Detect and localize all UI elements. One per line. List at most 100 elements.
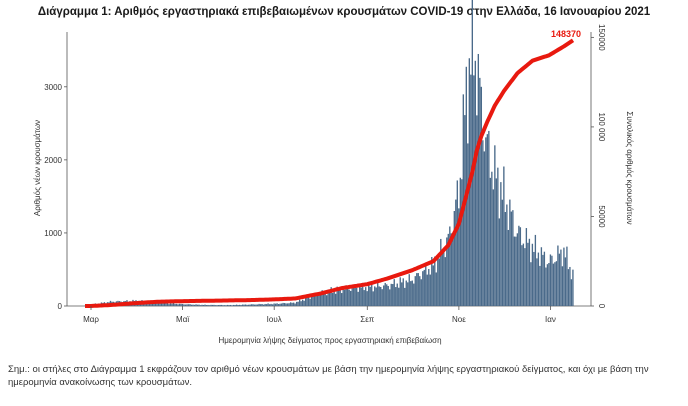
daily-cases-bar (363, 290, 365, 306)
daily-cases-bar (294, 303, 296, 306)
daily-cases-bar (219, 304, 221, 306)
daily-cases-bar (357, 291, 359, 306)
daily-cases-bar (452, 233, 454, 306)
daily-cases-bar (374, 286, 376, 306)
daily-cases-bar (485, 137, 487, 306)
daily-cases-bar (271, 304, 274, 306)
daily-cases-bar (341, 293, 343, 306)
daily-cases-bar (285, 303, 287, 306)
y2-tick-label: 100 000 (597, 112, 606, 141)
daily-cases-bar (542, 254, 544, 306)
bars-layer (84, 0, 574, 307)
daily-cases-bar (350, 290, 352, 306)
daily-cases-bar (162, 303, 164, 306)
daily-cases-bar (495, 178, 498, 306)
daily-cases-bar (313, 293, 316, 306)
daily-cases-bar (193, 304, 196, 306)
y2-tick-label: 0 (597, 304, 606, 309)
daily-cases-bar (157, 302, 160, 306)
daily-cases-bar (552, 263, 555, 306)
daily-cases-bar (399, 277, 401, 306)
daily-cases-bar (291, 302, 293, 306)
daily-cases-bar (156, 302, 158, 306)
daily-cases-bar (338, 289, 340, 306)
daily-cases-bar (207, 304, 209, 306)
y2-axis-label: Συνολικός αριθμός κρουσμάτων (625, 111, 634, 224)
daily-cases-bar (208, 305, 211, 306)
daily-cases-bar (306, 297, 308, 306)
daily-cases-bar (276, 303, 278, 306)
daily-cases-bar (429, 274, 431, 306)
daily-cases-bar (258, 303, 260, 306)
daily-cases-bar (252, 304, 254, 306)
daily-cases-bar (353, 285, 355, 306)
daily-cases-bar (390, 283, 392, 306)
daily-cases-bar (396, 283, 398, 306)
daily-cases-bar (204, 304, 206, 306)
daily-cases-bar (443, 248, 445, 306)
daily-cases-bar (186, 304, 188, 306)
daily-cases-bar (555, 261, 558, 306)
daily-cases-bar (189, 304, 191, 306)
daily-cases-bar (225, 305, 227, 306)
daily-cases-bar (476, 115, 478, 307)
daily-cases-bar (244, 304, 247, 306)
daily-cases-bar (335, 293, 337, 306)
daily-cases-bar (569, 266, 571, 306)
daily-cases-bar (471, 0, 473, 307)
daily-cases-bar (295, 301, 298, 306)
daily-cases-bar (465, 66, 467, 306)
daily-cases-bar (324, 291, 326, 306)
daily-cases-bar (292, 302, 295, 306)
daily-cases-bar (410, 281, 412, 306)
daily-cases-bar (521, 245, 523, 306)
daily-cases-bar (253, 304, 256, 306)
daily-cases-bar (566, 246, 568, 306)
daily-cases-bar (183, 304, 185, 306)
daily-cases-bar (333, 290, 335, 306)
daily-cases-bar (437, 255, 439, 306)
daily-cases-bar (558, 253, 561, 306)
daily-cases-bar (401, 282, 403, 306)
daily-cases-bar (169, 303, 172, 306)
y-tick-label: 3000 (44, 83, 62, 92)
daily-cases-bar (431, 257, 433, 306)
daily-cases-bar (414, 276, 416, 306)
daily-cases-bar (231, 305, 233, 306)
daily-cases-bar (440, 238, 442, 306)
daily-cases-bar (509, 199, 511, 306)
daily-cases-bar (404, 287, 406, 306)
daily-cases-bar (246, 304, 248, 306)
daily-cases-bar (237, 305, 239, 306)
right-tick-layer: 0 50000 100 000 150000 (591, 24, 606, 309)
x-axis-label: Ημερομηνία λήψης δείγματος προς εργαστηρ… (218, 336, 441, 345)
daily-cases-bar (416, 273, 418, 306)
daily-cases-bar (316, 294, 319, 306)
y2-tick-label: 150000 (597, 24, 606, 51)
daily-cases-bar (453, 211, 455, 306)
cumulative-line-layer (84, 38, 575, 308)
daily-cases-bar (557, 245, 559, 306)
daily-cases-bar (342, 289, 344, 306)
daily-cases-bar (497, 167, 499, 306)
daily-cases-bar (567, 269, 570, 306)
daily-cases-bar (446, 237, 448, 306)
daily-cases-bar (561, 266, 564, 306)
daily-cases-bar (259, 304, 262, 306)
daily-cases-bar (318, 294, 320, 306)
daily-cases-bar (398, 287, 400, 306)
daily-cases-bar (518, 225, 520, 306)
chart-title: Διάγραμμα 1: Αριθμός εργαστηριακά επιβεβ… (37, 6, 651, 18)
daily-cases-bar (381, 289, 383, 306)
left-tick-layer: 0 1000 2000 3000 (44, 83, 67, 311)
daily-cases-bar (491, 171, 493, 306)
daily-cases-bar (359, 286, 361, 306)
daily-cases-bar (190, 304, 193, 306)
daily-cases-bar (223, 305, 226, 306)
daily-cases-bar (455, 199, 457, 306)
daily-cases-bar (512, 210, 514, 306)
daily-cases-bar (345, 285, 347, 306)
daily-cases-bar (240, 305, 242, 306)
daily-cases-bar (332, 293, 334, 306)
daily-cases-bar (330, 287, 332, 306)
